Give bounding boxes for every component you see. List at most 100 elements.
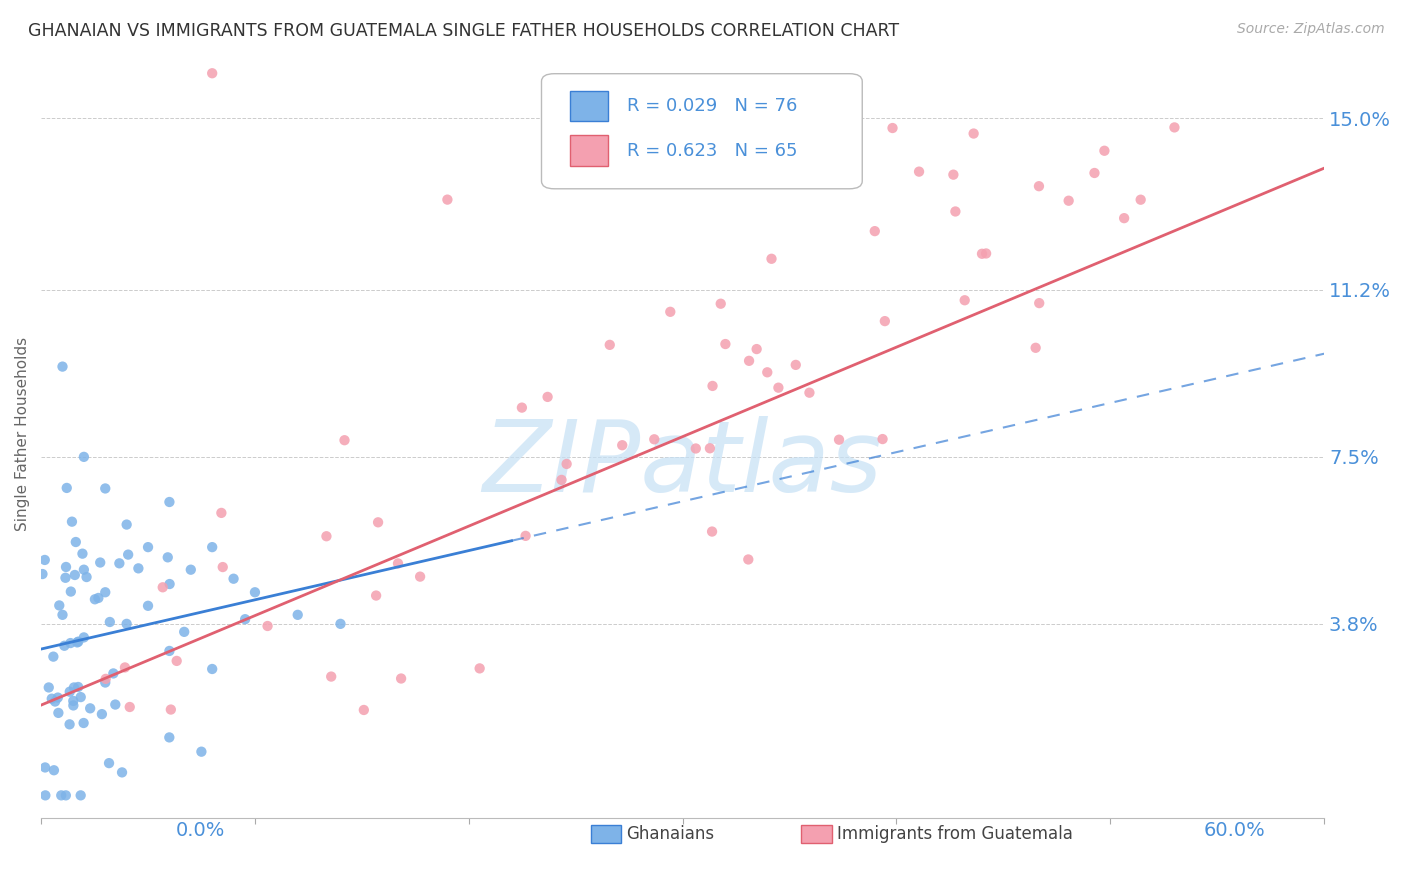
- Point: [114, 660, 136, 674]
- Point: [1114, 211, 1136, 226]
- Point: [945, 204, 967, 219]
- Point: [333, 434, 356, 448]
- Point: [321, 669, 343, 683]
- Point: [38, 681, 60, 695]
- Point: [157, 644, 180, 658]
- Point: [83, 592, 105, 607]
- Point: [409, 569, 432, 583]
- Point: [60, 515, 83, 529]
- Point: [58, 717, 80, 731]
- Point: [643, 432, 665, 446]
- Point: [59, 584, 82, 599]
- Text: 60.0%: 60.0%: [1204, 821, 1265, 839]
- Text: GHANAIAN VS IMMIGRANTS FROM GUATEMALA SINGLE FATHER HOUSEHOLDS CORRELATION CHART: GHANAIAN VS IMMIGRANTS FROM GUATEMALA SI…: [28, 22, 900, 40]
- Point: [51, 607, 73, 622]
- Point: [34, 760, 56, 774]
- Point: [1025, 341, 1047, 355]
- Point: [51, 359, 73, 374]
- Point: [353, 703, 375, 717]
- Point: [65, 535, 87, 549]
- Point: [87, 591, 110, 605]
- Point: [136, 540, 159, 554]
- Point: [69, 690, 91, 705]
- Point: [700, 524, 723, 539]
- Point: [756, 365, 779, 379]
- Point: [953, 293, 976, 308]
- Point: [53, 639, 76, 653]
- Point: [550, 473, 572, 487]
- Point: [468, 661, 491, 675]
- Point: [55, 789, 77, 803]
- Point: [69, 789, 91, 803]
- Point: [159, 577, 181, 591]
- Point: [768, 381, 790, 395]
- Point: [41, 691, 63, 706]
- Point: [1028, 179, 1050, 194]
- Text: Immigrants from Guatemala: Immigrants from Guatemala: [837, 825, 1073, 843]
- Point: [1057, 194, 1080, 208]
- Point: [108, 557, 131, 571]
- Point: [873, 314, 896, 328]
- Point: [685, 442, 707, 456]
- Point: [699, 442, 721, 456]
- Point: [1163, 120, 1185, 135]
- Point: [59, 684, 82, 698]
- Point: [111, 765, 134, 780]
- Point: [536, 390, 558, 404]
- Point: [828, 433, 851, 447]
- Point: [34, 553, 56, 567]
- Text: 0.0%: 0.0%: [176, 821, 225, 839]
- Point: [94, 675, 117, 690]
- Point: [79, 701, 101, 715]
- Point: [367, 516, 389, 530]
- Point: [173, 624, 195, 639]
- Point: [799, 385, 821, 400]
- Point: [863, 224, 886, 238]
- Point: [67, 634, 90, 648]
- Point: [256, 619, 278, 633]
- Point: [103, 666, 125, 681]
- Point: [51, 789, 73, 803]
- Point: [59, 636, 82, 650]
- Point: [118, 700, 141, 714]
- Point: [62, 694, 84, 708]
- Point: [882, 121, 904, 136]
- Point: [34, 789, 56, 803]
- Point: [222, 572, 245, 586]
- Point: [72, 716, 94, 731]
- Point: [599, 338, 621, 352]
- Point: [89, 556, 111, 570]
- Point: [160, 702, 183, 716]
- Point: [872, 432, 894, 446]
- Point: [315, 529, 337, 543]
- Text: R = 0.029   N = 76: R = 0.029 N = 76: [627, 97, 797, 115]
- Point: [98, 615, 121, 629]
- Point: [55, 571, 77, 585]
- Point: [962, 127, 984, 141]
- Point: [117, 548, 139, 562]
- Point: [180, 563, 202, 577]
- Point: [510, 401, 533, 415]
- Point: [66, 635, 89, 649]
- Point: [98, 756, 121, 771]
- Point: [62, 698, 84, 713]
- Point: [612, 438, 634, 452]
- Point: [73, 631, 96, 645]
- Point: [387, 557, 409, 571]
- Point: [156, 550, 179, 565]
- Point: [157, 731, 180, 745]
- Point: [436, 193, 458, 207]
- Point: [55, 481, 77, 495]
- Point: [974, 246, 997, 260]
- Point: [942, 168, 965, 182]
- Point: [389, 672, 412, 686]
- Point: [659, 305, 682, 319]
- Point: [42, 764, 65, 778]
- Point: [233, 612, 256, 626]
- Point: [48, 599, 70, 613]
- Text: R = 0.623   N = 65: R = 0.623 N = 65: [627, 142, 799, 160]
- FancyBboxPatch shape: [569, 91, 609, 121]
- Point: [76, 570, 98, 584]
- Point: [555, 457, 578, 471]
- Point: [94, 585, 117, 599]
